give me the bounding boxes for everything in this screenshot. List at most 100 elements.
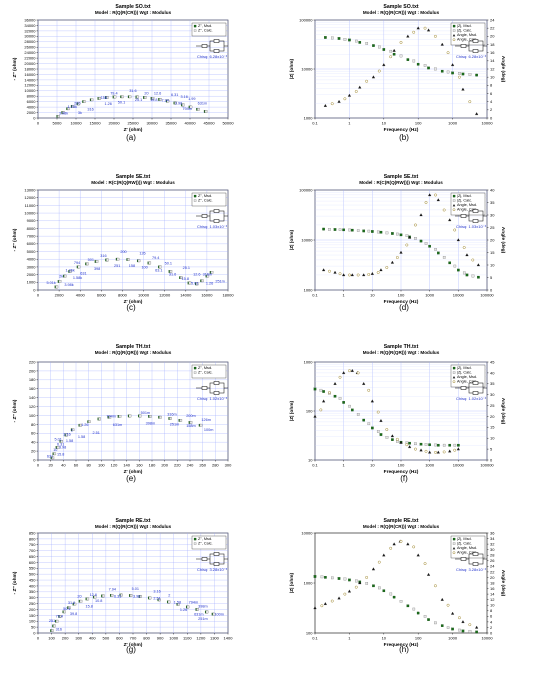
y-tick-label: 30000 (24, 34, 36, 39)
data-point (376, 230, 380, 234)
data-point (343, 38, 347, 41)
y2-tick-label: 0 (490, 115, 493, 120)
equivalent-circuit-icon (455, 39, 487, 53)
data-point (428, 450, 432, 454)
legend-marker (193, 199, 197, 202)
x-tick-label: 0.1 (312, 636, 318, 641)
data-point (456, 238, 460, 242)
chisq-value: Chisq: 3.28x10⁻³ (456, 567, 487, 572)
data-label: 251m (170, 422, 180, 426)
x-tick-label: 1300 (210, 636, 220, 641)
series-1 (320, 575, 472, 633)
data-point (436, 443, 440, 447)
y2-tick-label: 2 (490, 625, 493, 630)
data-label: 50.1 (165, 262, 172, 266)
data-point (356, 371, 360, 375)
data-label: 251m (215, 279, 225, 283)
data-point (362, 273, 366, 277)
data-point (60, 439, 64, 443)
data-point (468, 73, 472, 76)
y-tick-label: 2000 (27, 110, 37, 115)
data-point (186, 605, 190, 609)
y-tick-label: 22000 (24, 56, 36, 61)
data-point (457, 443, 460, 447)
data-point (399, 41, 403, 44)
x-tick-label: 200 (161, 463, 168, 468)
y2-tick-label: 22 (490, 26, 495, 31)
data-label: 501m (141, 411, 151, 415)
legend-entry: |Z|, Msd. (457, 537, 472, 541)
y-tick-label: 250 (29, 601, 36, 606)
data-label: 3.16 (153, 589, 160, 593)
y-tick-label: 24000 (24, 50, 36, 55)
data-point (371, 426, 374, 430)
legend-entry: |Z|, Calc. (457, 199, 472, 203)
y-tick-label: 1000 (304, 580, 314, 585)
data-point (395, 256, 399, 259)
data-point (120, 593, 123, 597)
data-point (440, 69, 444, 73)
y-tick-label: 14000 (24, 77, 36, 82)
x-tick-label: 0 (37, 293, 40, 298)
y-tick-label: 28000 (24, 39, 36, 44)
data-label: 2 (71, 428, 73, 432)
data-label: 158 (101, 96, 107, 100)
y-tick-label: 6000 (27, 99, 37, 104)
data-point (365, 576, 369, 579)
chart-model: Model : R(Q(R(CR))) Wgt : Modulus (363, 10, 440, 15)
legend-entry: |Z|, Calc. (457, 371, 472, 375)
y2-tick-label: 45 (490, 359, 495, 364)
data-point (461, 620, 465, 623)
y-tick-label: 850 (29, 530, 36, 535)
series-0 (322, 227, 480, 279)
data-point (376, 271, 380, 274)
data-point (371, 75, 376, 79)
x-tick-label: 5000 (53, 121, 63, 126)
series-3 (330, 26, 472, 106)
data-point (322, 227, 325, 231)
y-tick-label: 700 (29, 548, 36, 553)
data-label: 100m (204, 428, 214, 432)
data-point (405, 234, 409, 237)
y-tick-label: 0 (33, 457, 36, 462)
data-point (419, 213, 423, 217)
data-label: 39.8 (70, 612, 77, 616)
data-point (320, 604, 324, 608)
data-point (324, 36, 327, 39)
legend-marker (193, 194, 197, 198)
data-point (338, 272, 342, 276)
data-point (377, 69, 381, 73)
data-label: 631 (47, 454, 53, 458)
data-point (358, 581, 362, 585)
y-tick-label: 100 (306, 630, 313, 635)
x-tick-label: 280 (212, 463, 219, 468)
x-axis-label: Frequency (Hz) (384, 299, 419, 305)
data-point (461, 629, 465, 633)
data-point (408, 441, 411, 445)
data-label: 3.98 (133, 595, 140, 599)
data-point (71, 104, 75, 108)
data-point (320, 575, 324, 579)
data-point (378, 586, 381, 590)
data-point (453, 264, 457, 268)
data-point (419, 442, 423, 446)
legend-box (191, 535, 227, 550)
x-tick-label: 1 (348, 636, 351, 641)
y2-tick-label: 20 (490, 414, 495, 419)
legend-box (191, 364, 227, 379)
data-point (446, 603, 450, 607)
data-point (350, 273, 354, 277)
y2-tick-label: 0 (490, 287, 493, 292)
legend: Z'', Msd.Z'', Calc. (191, 22, 227, 37)
data-label: 79.4 (56, 615, 63, 619)
data-point (436, 251, 440, 255)
data-point (451, 611, 455, 615)
y2-tick-label: 6 (490, 614, 493, 619)
data-point (342, 371, 346, 374)
chart-title: Sample RE.txt (384, 518, 419, 524)
legend-entry: Angle, Msd. (457, 33, 477, 37)
data-point (86, 597, 90, 601)
